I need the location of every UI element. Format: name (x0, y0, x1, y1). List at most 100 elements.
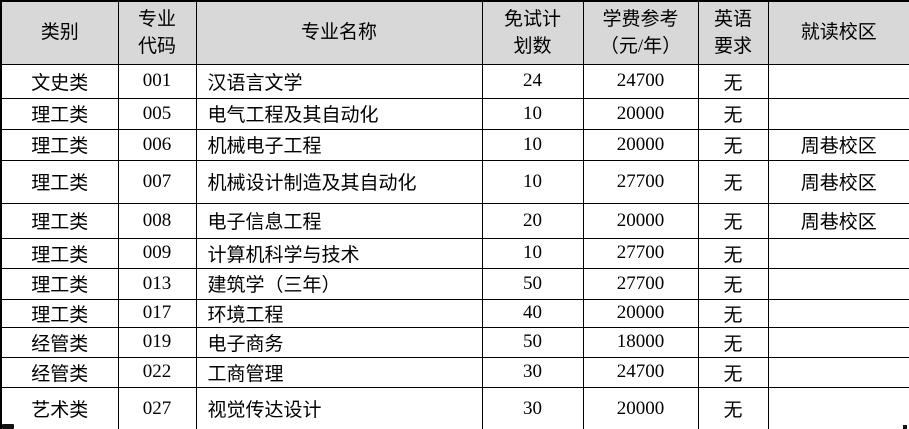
cell-name: 工商管理 (195, 356, 483, 388)
cell-campus (767, 267, 909, 300)
table-row: 经管类 019 电子商务 50 18000 无 (0, 326, 909, 358)
cell-campus: 周巷校区 (767, 159, 909, 204)
cell-name: 建筑学（三年） (195, 267, 483, 300)
cell-name: 电子信息工程 (195, 202, 483, 239)
cell-code: 017 (117, 298, 197, 328)
cell-quota: 50 (481, 267, 584, 300)
cell-tuition: 20000 (582, 97, 699, 130)
cell-code: 006 (117, 128, 197, 161)
cell-campus: 周巷校区 (767, 202, 909, 239)
header-label: 学费参考 (602, 8, 679, 30)
cell-tuition: 27700 (582, 159, 699, 204)
table-row: 理工类 017 环境工程 40 20000 无 (0, 298, 909, 328)
cell-name: 计算机科学与技术 (195, 237, 483, 269)
header-label: 划数 (513, 35, 552, 57)
cell-english: 无 (697, 267, 769, 300)
table-row: 文史类 001 汉语言文学 24 24700 无 (0, 63, 909, 99)
table-row: 理工类 007 机械设计制造及其自动化 10 27700 无周巷校区 (0, 159, 909, 204)
cell-english: 无 (697, 298, 769, 328)
cell-code: 001 (117, 63, 197, 99)
cell-quota: 40 (481, 298, 584, 328)
cell-category: 经管类 (0, 326, 119, 358)
cell-quota: 10 (481, 128, 584, 161)
cell-tuition: 20000 (582, 202, 699, 239)
cell-code: 008 (117, 202, 197, 239)
cell-quota: 30 (481, 386, 584, 429)
cell-quota: 30 (481, 356, 584, 388)
cell-campus (767, 298, 909, 328)
cell-quota: 20 (481, 202, 584, 239)
cell-campus (767, 326, 909, 358)
cell-english: 无 (697, 202, 769, 239)
cropped-text-artifact-left (2, 424, 14, 429)
header-label: 要求 (713, 35, 752, 57)
header-label: 专业 (137, 8, 176, 30)
cell-campus (767, 356, 909, 388)
cell-quota: 24 (481, 63, 584, 99)
cell-code: 007 (117, 159, 197, 204)
header-label: 英语 (713, 8, 752, 30)
cell-english: 无 (697, 386, 769, 429)
header-label: 就读校区 (800, 22, 877, 44)
cell-tuition: 20000 (582, 128, 699, 161)
cell-campus (767, 97, 909, 130)
cell-category: 理工类 (0, 267, 119, 300)
cell-code: 027 (117, 386, 197, 429)
table-row: 理工类 008 电子信息工程 20 20000 无周巷校区 (0, 202, 909, 239)
cell-tuition: 27700 (582, 267, 699, 300)
cell-category: 理工类 (0, 159, 119, 204)
cell-english: 无 (697, 159, 769, 204)
cell-category: 理工类 (0, 298, 119, 328)
table-row: 经管类 022 工商管理 30 24700 无 (0, 356, 909, 388)
cell-tuition: 24700 (582, 356, 699, 388)
cell-category: 艺术类 (0, 386, 119, 429)
cell-english: 无 (697, 128, 769, 161)
cell-name: 机械电子工程 (195, 128, 483, 161)
col-header-major-code: 专业 代码 (117, 0, 197, 65)
table-row: 理工类 005 电气工程及其自动化 10 20000 无 (0, 97, 909, 130)
cell-name: 视觉传达设计 (195, 386, 483, 429)
cell-code: 019 (117, 326, 197, 358)
cell-english: 无 (697, 97, 769, 130)
cell-tuition: 18000 (582, 326, 699, 358)
cell-quota: 50 (481, 326, 584, 358)
col-header-major-name: 专业名称 (195, 0, 483, 65)
cell-code: 009 (117, 237, 197, 269)
cell-code: 005 (117, 97, 197, 130)
col-header-category: 类别 (0, 0, 119, 65)
table-row: 理工类 009 计算机科学与技术 10 27700 无 (0, 237, 909, 269)
cell-campus (767, 63, 909, 99)
header-label: 代码 (137, 35, 176, 57)
cell-category: 理工类 (0, 128, 119, 161)
cell-english: 无 (697, 356, 769, 388)
table-body: 文史类 001 汉语言文学 24 24700 无理工类 005 电气工程及其自动化 10 2000… (0, 63, 909, 429)
cell-english: 无 (697, 237, 769, 269)
cell-code: 022 (117, 356, 197, 388)
cell-tuition: 24700 (582, 63, 699, 99)
col-header-exempt-quota: 免试计 划数 (481, 0, 584, 65)
cell-category: 理工类 (0, 97, 119, 130)
cell-name: 机械设计制造及其自动化 (195, 159, 483, 204)
header-label: （元/年） (599, 35, 682, 57)
col-header-tuition: 学费参考 （元/年） (582, 0, 699, 65)
cell-name: 电气工程及其自动化 (195, 97, 483, 130)
header-row: 类别 专业 代码 专业名称 免试计 划数 学费参考 （元/年） (0, 0, 909, 65)
cell-code: 013 (117, 267, 197, 300)
cell-campus: 周巷校区 (767, 128, 909, 161)
col-header-campus: 就读校区 (767, 0, 909, 65)
table-row: 理工类 013 建筑学（三年） 50 27700 无 (0, 267, 909, 300)
cell-english: 无 (697, 63, 769, 99)
cell-quota: 10 (481, 97, 584, 130)
table-header: 类别 专业 代码 专业名称 免试计 划数 学费参考 （元/年） (0, 0, 909, 65)
cell-tuition: 20000 (582, 386, 699, 429)
cell-tuition: 20000 (582, 298, 699, 328)
cropped-text-artifact-right (903, 425, 907, 429)
cell-quota: 10 (481, 237, 584, 269)
cell-name: 汉语言文学 (195, 63, 483, 99)
table-row: 理工类 006 机械电子工程 10 20000 无周巷校区 (0, 128, 909, 161)
cell-tuition: 27700 (582, 237, 699, 269)
cell-campus (767, 237, 909, 269)
cell-english: 无 (697, 326, 769, 358)
